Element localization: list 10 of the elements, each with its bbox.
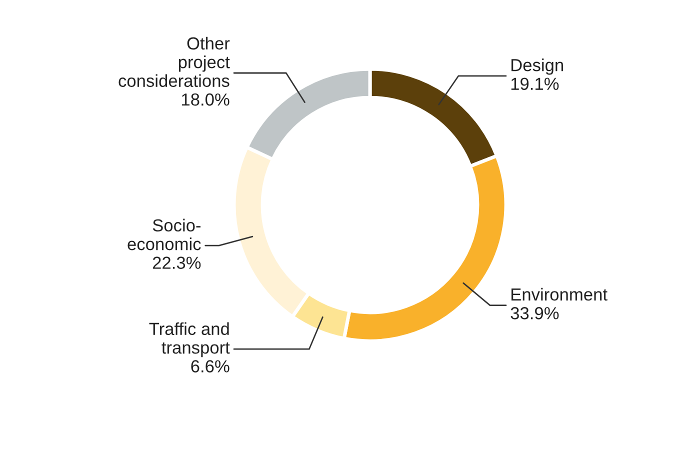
slice-label: Environment — [512, 288, 608, 301]
data-label: 22.3% — [152, 256, 201, 269]
data-label: 19.1% — [511, 78, 559, 90]
data-label: 18.0% — [182, 93, 230, 106]
slice-label: Other project considerations — [118, 36, 230, 88]
data-label: 33.9% — [510, 307, 559, 320]
slice-label: Design — [512, 58, 563, 75]
slice-label: Traffic and transport — [149, 322, 230, 358]
slice-label: Socio- economic — [128, 218, 201, 250]
data-label: 6.6% — [191, 360, 230, 372]
